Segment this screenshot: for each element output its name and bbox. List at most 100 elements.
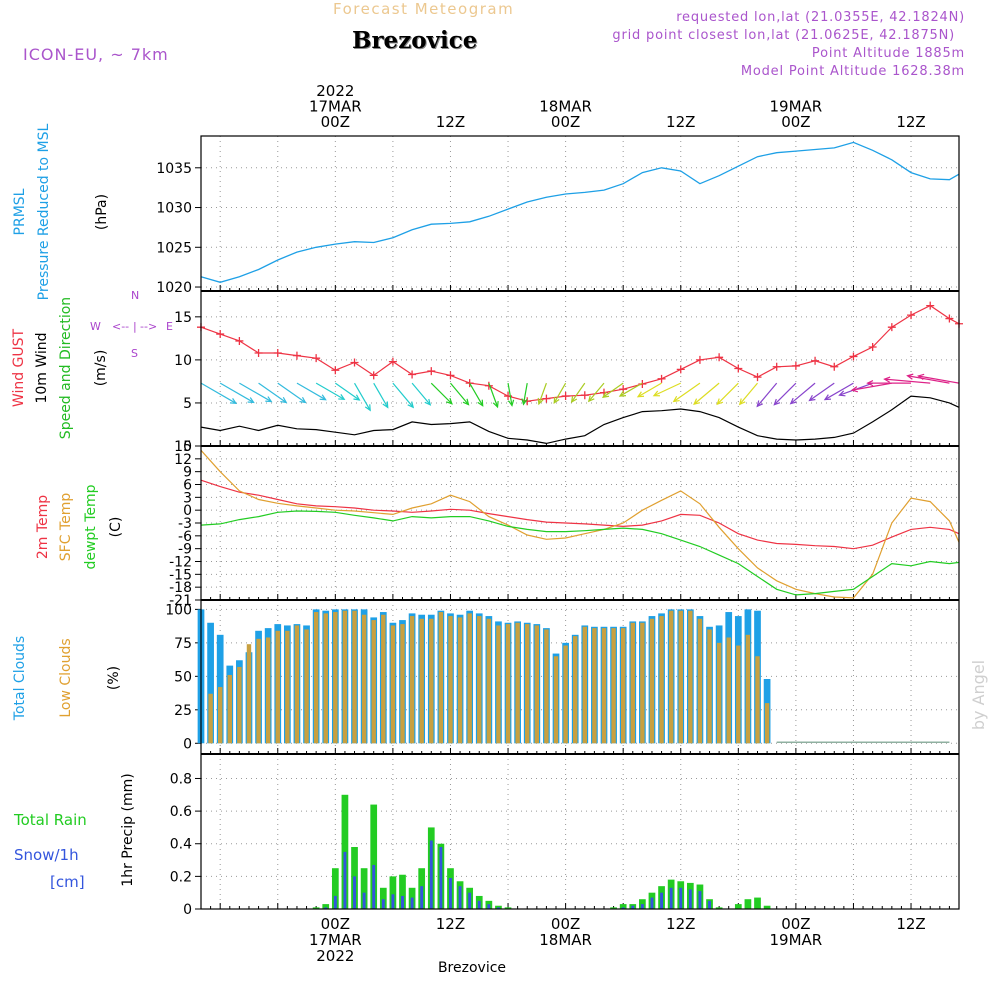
gust-marker: [446, 371, 455, 380]
gust-marker: [753, 373, 762, 382]
rain-bar: [322, 904, 330, 909]
snow-bar: [449, 878, 452, 909]
compass-arrow-left: <--: [112, 320, 129, 333]
low-cloud-bar: [640, 622, 645, 744]
compass-arrow-right: -->: [140, 320, 157, 333]
wind-arrow: [219, 382, 254, 403]
low-cloud-bar: [688, 610, 693, 744]
snow-bar: [631, 905, 635, 909]
low-cloud-bar: [265, 637, 271, 744]
low-cloud-bar: [620, 628, 626, 744]
low-cloud-bar: [707, 629, 712, 744]
low-cloud-bar: [726, 637, 731, 744]
wind-arrow: [588, 382, 605, 402]
clouds-ytick-label: 25: [174, 703, 192, 719]
compass-center: |: [133, 320, 137, 333]
rain-bar: [389, 876, 397, 909]
low-cloud-bar: [361, 614, 367, 744]
point-altitude: Point Altitude 1885m: [811, 46, 965, 61]
top-time-label: 00Z: [551, 113, 580, 131]
rain-bar: [734, 904, 742, 909]
low-cloud-bar: [515, 622, 520, 744]
wind-arrowhead: [693, 398, 701, 406]
pressure-ytick-label: 1030: [156, 201, 192, 217]
wind-arrow: [315, 382, 345, 400]
wind-arrow: [673, 382, 701, 402]
wind-arrow: [809, 382, 835, 401]
gust-marker: [542, 394, 551, 403]
wind-arrow: [851, 382, 892, 391]
wind-arrowhead: [823, 394, 832, 401]
wind-arrow: [522, 383, 528, 405]
low-cloud-bar: [534, 625, 540, 744]
low-cloud-bar: [611, 628, 616, 744]
wind-arrowhead: [492, 400, 499, 409]
chart-outer-frame: [200, 135, 960, 910]
wind-arrow: [469, 382, 484, 407]
low-cloud-bar: [217, 687, 223, 744]
low-cloud-bar: [313, 612, 319, 744]
precip-label-cm: [cm]: [50, 873, 85, 891]
low-cloud-bar: [448, 616, 453, 744]
gust-marker: [887, 323, 896, 332]
wind-arrowhead: [477, 399, 484, 407]
gust-marker: [868, 342, 877, 351]
gust-marker: [715, 353, 724, 362]
temp-ytick-label: -6: [178, 529, 192, 545]
wind-arrow: [884, 378, 931, 384]
low-cloud-bar: [304, 629, 309, 744]
model-label: ICON-EU, ~ 7km: [23, 45, 169, 64]
low-cloud-bar: [371, 620, 376, 744]
wind-label-dir: Speed and Direction: [58, 297, 74, 439]
snow-bar: [343, 851, 347, 909]
requested-coords: requested lon,lat (21.0355E, 42.1824N): [676, 10, 965, 25]
pressure-ytick-label: 1035: [156, 161, 192, 177]
gust-marker: [811, 356, 820, 365]
low-cloud-bar: [477, 616, 482, 744]
wind-arrowhead: [850, 386, 859, 393]
gust-marker: [657, 374, 666, 383]
temp-label-unit: (C): [108, 517, 124, 538]
snow-bar: [477, 900, 481, 909]
snow-bar: [391, 894, 395, 909]
wind-arrow: [553, 382, 567, 404]
precip-ytick-label: 0: [183, 902, 192, 918]
gridpoint-coords: grid point closest lon,lat (21.0625E, 42…: [612, 28, 955, 43]
low-cloud-bar: [294, 625, 300, 744]
gust-marker: [791, 361, 800, 370]
gust-marker: [350, 358, 359, 367]
wind-label-unit: (m/s): [93, 350, 109, 387]
top-time-label: 12Z: [666, 113, 695, 131]
low-cloud-bar: [227, 674, 232, 744]
temp-line-0: [200, 479, 960, 550]
top-time-label: 19MAR: [770, 98, 823, 116]
wind-arrowhead: [716, 398, 724, 406]
rain-bar: [379, 887, 387, 909]
low-cloud-bar: [659, 616, 664, 744]
low-cloud-bar: [755, 656, 760, 744]
top-time-label: 00Z: [321, 113, 350, 131]
rain-bar: [331, 868, 339, 909]
wind-arrowhead: [570, 395, 578, 404]
wind-arrow: [907, 375, 950, 384]
gust-marker: [676, 365, 685, 374]
wind-compass: W <-- | --> E N S: [90, 289, 173, 360]
gust-marker: [772, 362, 781, 371]
wind-arrow: [637, 382, 662, 398]
clouds-ytick-label: 100: [165, 602, 192, 618]
wind-arrowhead: [382, 401, 389, 409]
wind-arrow: [693, 382, 720, 405]
clouds-panel: 0 25 50 75 100: [165, 600, 960, 754]
low-cloud-bar: [256, 638, 261, 744]
wind-arrow: [353, 382, 371, 411]
precip-ytick-label: 0.6: [170, 804, 192, 820]
temp-ytick-label: -15: [169, 567, 192, 583]
wind-arrowhead: [808, 394, 816, 402]
bottom-time-label: 2022: [316, 947, 354, 965]
wind-arrowhead: [338, 394, 346, 401]
rain-bar: [763, 905, 771, 909]
snow-bar: [429, 840, 433, 909]
low-cloud-bar: [505, 624, 511, 744]
wind-arrowhead: [883, 376, 891, 383]
